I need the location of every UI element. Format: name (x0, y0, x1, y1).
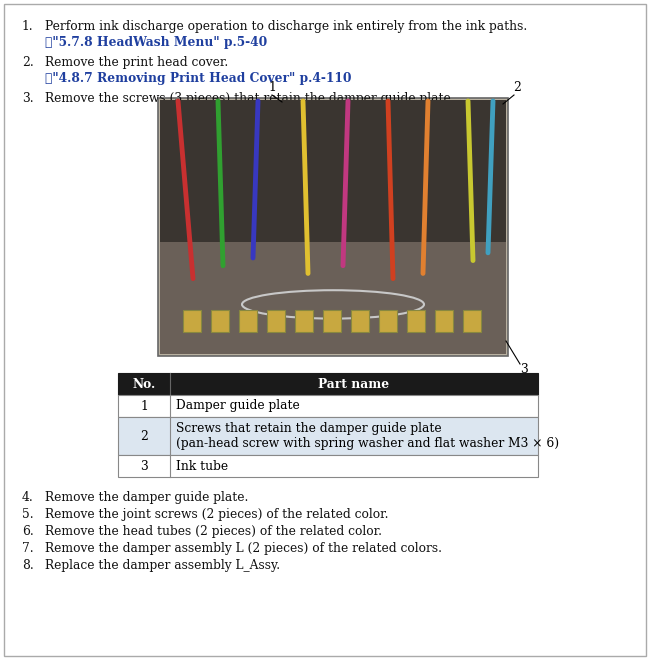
Bar (463, 310, 481, 331)
Bar (158, 98, 508, 356)
Text: Damper guide plate: Damper guide plate (176, 399, 300, 412)
Text: 2.: 2. (22, 56, 34, 69)
Text: Part name: Part name (318, 378, 389, 391)
Text: 3: 3 (140, 459, 148, 473)
Bar (351, 310, 369, 331)
Bar (323, 310, 341, 331)
Text: (pan-head screw with spring washer and flat washer M3 × 6): (pan-head screw with spring washer and f… (176, 437, 559, 450)
Bar (435, 310, 453, 331)
Text: 3: 3 (520, 363, 528, 376)
Text: 4.: 4. (22, 491, 34, 504)
Text: 3.: 3. (22, 92, 34, 105)
Bar (295, 310, 313, 331)
Text: Perform ink discharge operation to discharge ink entirely from the ink paths.: Perform ink discharge operation to disch… (45, 20, 527, 33)
Bar (118, 455, 538, 477)
Text: 8.: 8. (22, 559, 34, 572)
Bar (118, 395, 538, 417)
Text: Remove the print head cover.: Remove the print head cover. (45, 56, 228, 69)
Bar (118, 373, 538, 395)
Bar (160, 100, 506, 242)
Text: 6.: 6. (22, 525, 34, 538)
Text: Screws that retain the damper guide plate: Screws that retain the damper guide plat… (176, 422, 441, 435)
Bar (160, 242, 506, 354)
Bar (239, 310, 257, 331)
Text: 1: 1 (268, 81, 276, 94)
Text: ☞"4.8.7 Removing Print Head Cover" p.4-110: ☞"4.8.7 Removing Print Head Cover" p.4-1… (45, 72, 352, 85)
Text: Remove the head tubes (2 pieces) of the related color.: Remove the head tubes (2 pieces) of the … (45, 525, 382, 538)
Bar (183, 310, 201, 331)
Text: No.: No. (133, 378, 155, 391)
Text: 5.: 5. (22, 508, 34, 521)
Text: Remove the damper assembly L (2 pieces) of the related colors.: Remove the damper assembly L (2 pieces) … (45, 542, 442, 555)
Text: Remove the joint screws (2 pieces) of the related color.: Remove the joint screws (2 pieces) of th… (45, 508, 389, 521)
Bar (118, 417, 538, 455)
Bar (211, 310, 229, 331)
Text: Remove the damper guide plate.: Remove the damper guide plate. (45, 491, 248, 504)
Text: ☞"5.7.8 HeadWash Menu" p.5-40: ☞"5.7.8 HeadWash Menu" p.5-40 (45, 36, 267, 49)
Text: Remove the screws (3 pieces) that retain the damper guide plate.: Remove the screws (3 pieces) that retain… (45, 92, 454, 105)
Text: 1.: 1. (22, 20, 34, 33)
Text: 1: 1 (140, 399, 148, 412)
Text: 2: 2 (513, 81, 521, 94)
Bar (379, 310, 397, 331)
Text: Ink tube: Ink tube (176, 459, 228, 473)
Bar (267, 310, 285, 331)
Text: Replace the damper assembly L_Assy.: Replace the damper assembly L_Assy. (45, 559, 280, 572)
Text: 7.: 7. (22, 542, 34, 555)
Bar (407, 310, 425, 331)
Text: 2: 2 (140, 430, 148, 442)
